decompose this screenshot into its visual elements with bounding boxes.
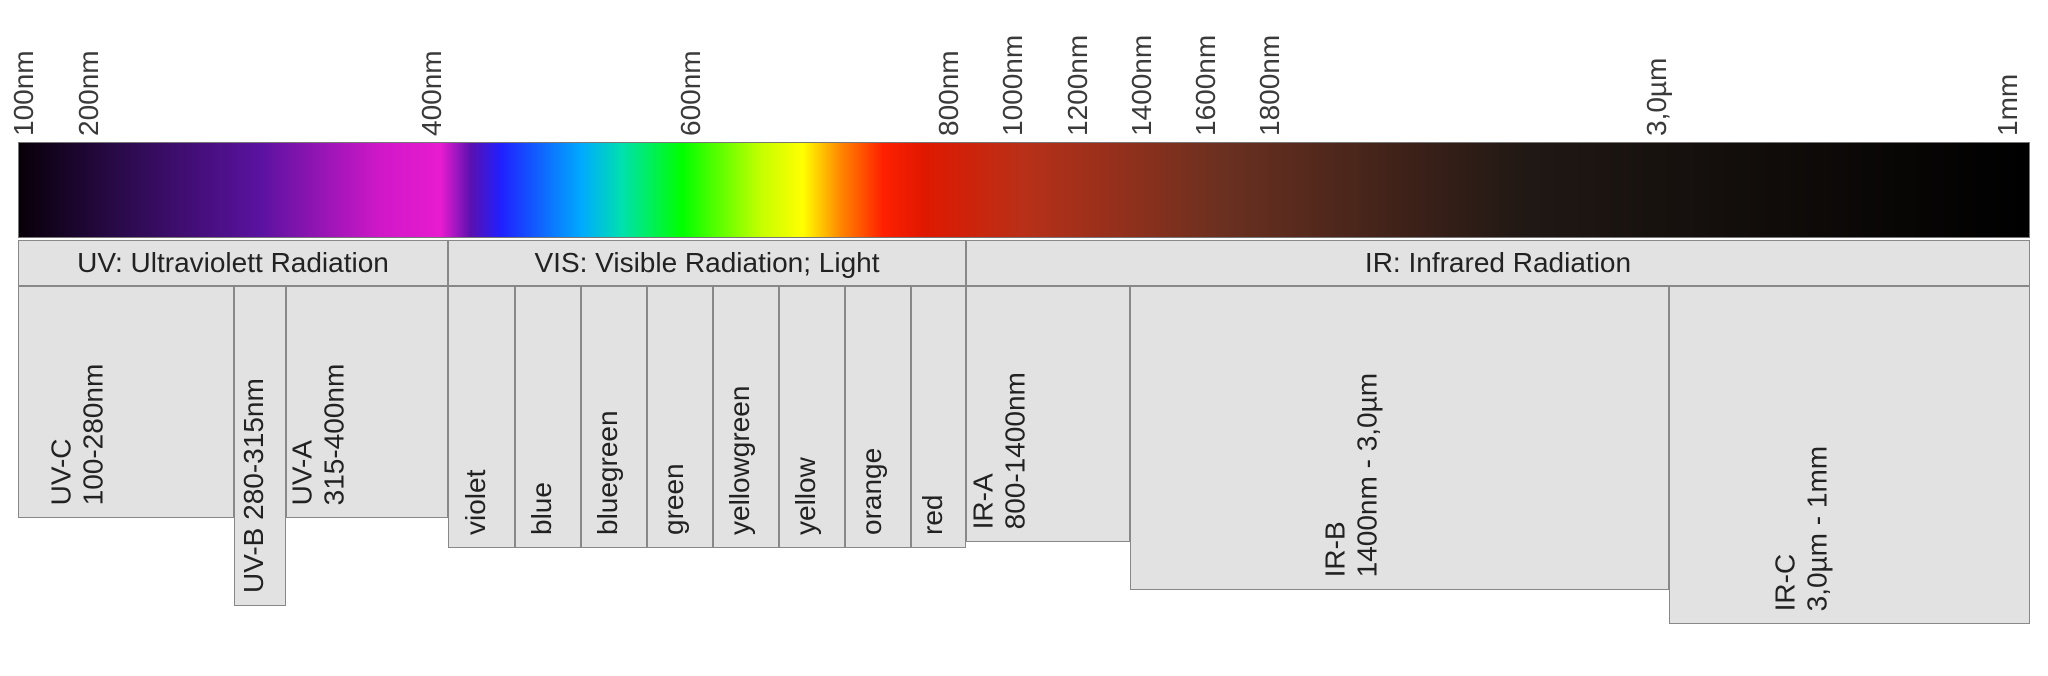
- wavelength-tick: 400nm: [416, 50, 448, 136]
- sub-region-cell: UV-A315-400nm: [286, 286, 448, 518]
- sub-region-label: yellow: [790, 457, 822, 535]
- wavelength-tick: 1mm: [1992, 74, 2024, 136]
- sub-region-label: bluegreen: [592, 410, 624, 535]
- sub-region-label: blue: [526, 482, 558, 535]
- sub-region-label: IR-B1400nm - 3,0µm: [1319, 373, 1383, 577]
- sub-region-cell: IR-B1400nm - 3,0µm: [1130, 286, 1669, 590]
- sub-region-label: red: [917, 495, 949, 535]
- wavelength-tick: 100nm: [8, 50, 40, 136]
- sub-region-label: IR-A800-1400nm: [968, 372, 1032, 529]
- sub-region-label: UV-C100-280nm: [46, 363, 110, 505]
- sub-region-label: IR-C3,0µm - 1mm: [1769, 446, 1833, 611]
- sub-region-cell: yellow: [779, 286, 845, 548]
- sub-region-cell: UV-C100-280nm: [18, 286, 234, 518]
- major-region-cell: IR: Infrared Radiation: [966, 240, 2030, 286]
- sub-region-label: orange: [856, 448, 888, 535]
- major-region-cell: UV: Ultraviolett Radiation: [18, 240, 448, 286]
- sub-regions-row: UV-C100-280nm UV-B 280-315nm UV-A315-400nm…: [0, 286, 2048, 616]
- wavelength-tick: 1000nm: [997, 35, 1029, 136]
- wavelength-tick: 600nm: [675, 50, 707, 136]
- wavelength-tick: 1400nm: [1126, 35, 1158, 136]
- sub-region-label: UV-A315-400nm: [287, 363, 351, 505]
- wavelength-tick: 1200nm: [1062, 35, 1094, 136]
- wavelength-tick: 1600nm: [1190, 35, 1222, 136]
- sub-region-cell: orange: [845, 286, 911, 548]
- sub-region-label: yellowgreen: [724, 386, 756, 535]
- major-region-cell: VIS: Visible Radiation; Light: [448, 240, 966, 286]
- sub-region-label: violet: [460, 470, 492, 535]
- sub-region-cell: blue: [515, 286, 581, 548]
- sub-region-cell: UV-B 280-315nm: [234, 286, 286, 606]
- sub-region-cell: bluegreen: [581, 286, 647, 548]
- sub-region-cell: red: [911, 286, 966, 548]
- wavelength-tick: 200nm: [73, 50, 105, 136]
- wavelength-tick: 3,0µm: [1641, 58, 1673, 136]
- sub-region-cell: violet: [448, 286, 515, 548]
- wavelength-tick: 1800nm: [1254, 35, 1286, 136]
- sub-region-cell: yellowgreen: [713, 286, 779, 548]
- sub-region-label: UV-B 280-315nm: [238, 378, 270, 593]
- sub-region-cell: IR-A800-1400nm: [966, 286, 1130, 542]
- sub-region-cell: IR-C3,0µm - 1mm: [1669, 286, 2030, 624]
- wavelength-tick: 800nm: [933, 50, 965, 136]
- spectrum-diagram: 100nm 200nm 400nm 600nm 800nm 1000nm 1200nm 140…: [0, 0, 2048, 676]
- spectrum-bar: [18, 142, 2030, 238]
- sub-region-cell: green: [647, 286, 713, 548]
- major-regions-row: UV: Ultraviolett RadiationVIS: Visible R…: [0, 240, 2048, 286]
- sub-region-label: green: [658, 463, 690, 535]
